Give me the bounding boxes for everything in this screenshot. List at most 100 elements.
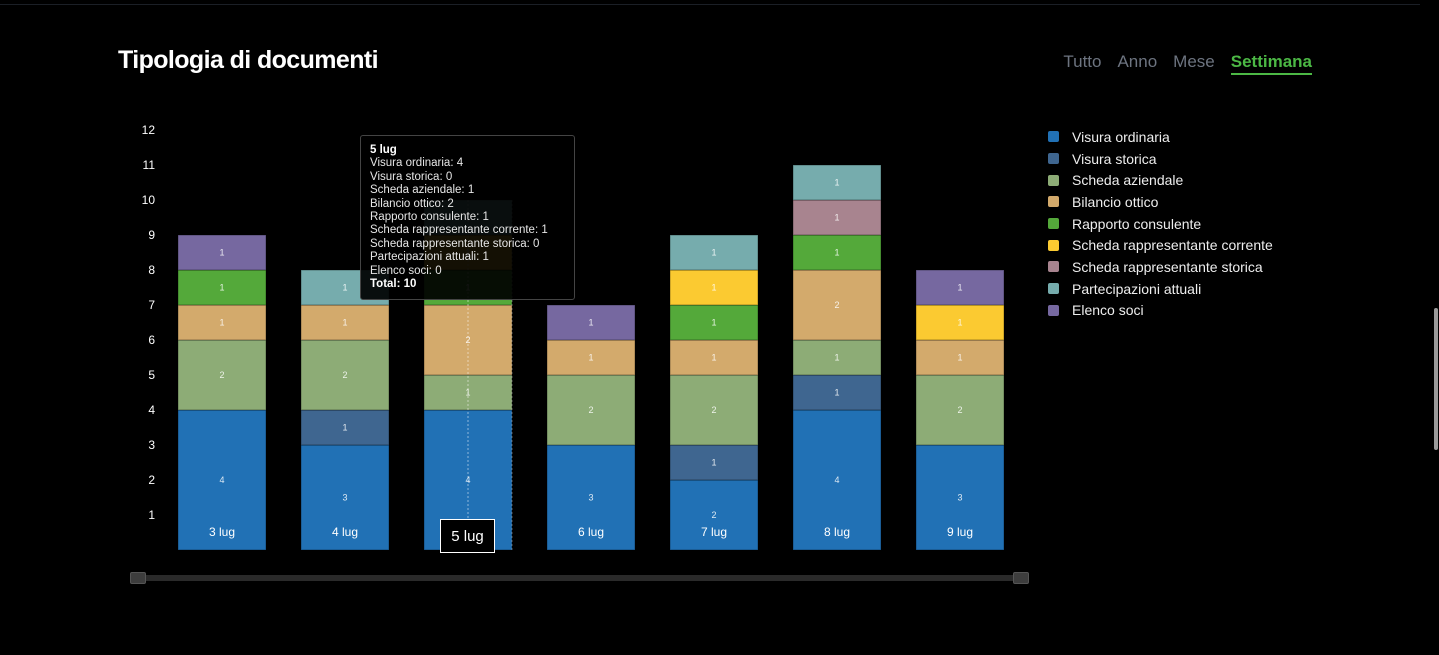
legend-item[interactable]: Partecipazioni attuali bbox=[1048, 278, 1273, 300]
bar-data-label: 2 bbox=[588, 405, 593, 415]
bar-segment bbox=[300, 409, 390, 446]
y-tick-label: 2 bbox=[148, 473, 155, 487]
x-tick-label: 6 lug bbox=[578, 525, 604, 539]
bar-segment bbox=[546, 444, 636, 551]
bar-segment bbox=[915, 269, 1005, 306]
bar-data-label: 1 bbox=[342, 318, 347, 328]
legend-item[interactable]: Bilancio ottico bbox=[1048, 191, 1273, 213]
bar-segment bbox=[669, 374, 759, 446]
x-tick-label: 4 lug bbox=[332, 525, 358, 539]
tab-tutto[interactable]: Tutto bbox=[1063, 52, 1102, 71]
tab-anno[interactable]: Anno bbox=[1117, 52, 1158, 71]
bar-segment bbox=[792, 234, 882, 271]
legend-item[interactable]: Rapporto consulente bbox=[1048, 213, 1273, 235]
legend-item[interactable]: Visura storica bbox=[1048, 148, 1273, 170]
bar-data-label: 4 bbox=[834, 475, 839, 485]
y-tick-label: 11 bbox=[143, 158, 156, 172]
tab-settimana[interactable]: Settimana bbox=[1230, 52, 1312, 75]
bar-data-label: 1 bbox=[834, 248, 839, 258]
bar-segment bbox=[915, 374, 1005, 446]
y-tick-label: 1 bbox=[148, 508, 155, 522]
bar-segment bbox=[669, 269, 759, 306]
bar-data-label: 1 bbox=[957, 283, 962, 293]
legend-swatch bbox=[1048, 261, 1059, 273]
page-scrollbar[interactable] bbox=[1434, 308, 1438, 450]
legend-label: Scheda rappresentante storica bbox=[1072, 258, 1263, 275]
bar-data-label: 1 bbox=[219, 283, 224, 293]
scrollbar-right-handle[interactable] bbox=[1013, 572, 1029, 584]
y-tick-label: 4 bbox=[148, 403, 155, 417]
page-title: Tipologia di documenti bbox=[118, 46, 379, 74]
bar-segment bbox=[546, 339, 636, 376]
bar-data-label: 1 bbox=[711, 248, 716, 258]
scrollbar-left-handle[interactable] bbox=[130, 572, 146, 584]
bar-data-label: 2 bbox=[219, 370, 224, 380]
bar-segment bbox=[792, 199, 882, 236]
bar-data-label: 2 bbox=[957, 405, 962, 415]
legend-label: Rapporto consulente bbox=[1072, 215, 1202, 232]
top-divider bbox=[0, 4, 1420, 5]
bar-segment bbox=[300, 444, 390, 551]
bar-data-label: 3 bbox=[588, 493, 593, 503]
bar-segment bbox=[669, 444, 759, 481]
tab-mese[interactable]: Mese bbox=[1173, 52, 1215, 71]
legend-item[interactable]: Scheda aziendale bbox=[1048, 169, 1273, 191]
legend-swatch bbox=[1048, 283, 1059, 295]
x-tick-label: 3 lug bbox=[209, 525, 235, 539]
bar-segment bbox=[669, 339, 759, 376]
x-tick-label: 8 lug bbox=[824, 525, 850, 539]
bar-data-label: 1 bbox=[588, 353, 593, 363]
legend-item[interactable]: Scheda rappresentante storica bbox=[1048, 256, 1273, 278]
bar-data-label: 1 bbox=[834, 353, 839, 363]
tooltip-line: Visura ordinaria: 4 bbox=[370, 157, 464, 170]
bar-segment bbox=[300, 304, 390, 341]
y-tick-label: 7 bbox=[148, 298, 155, 312]
tooltip-line: Rapporto consulente: 1 bbox=[370, 211, 489, 224]
bar-data-label: 1 bbox=[219, 318, 224, 328]
y-tick-label: 5 bbox=[148, 368, 155, 382]
legend-swatch bbox=[1048, 218, 1059, 230]
bar-segment bbox=[177, 234, 267, 271]
legend-label: Elenco soci bbox=[1072, 302, 1144, 319]
bar-segment bbox=[177, 269, 267, 306]
bar-data-label: 1 bbox=[711, 283, 716, 293]
bar-segment bbox=[792, 374, 882, 411]
period-tabs: Tutto Anno Mese Settimana bbox=[1063, 52, 1312, 75]
y-tick-label: 3 bbox=[148, 438, 155, 452]
chart-scrollbar-track[interactable] bbox=[130, 575, 1028, 581]
legend-item[interactable]: Scheda rappresentante corrente bbox=[1048, 234, 1273, 256]
legend-item[interactable]: Elenco soci bbox=[1048, 300, 1273, 322]
bar-data-label: 1 bbox=[588, 318, 593, 328]
bar-data-label: 3 bbox=[342, 493, 347, 503]
legend-label: Partecipazioni attuali bbox=[1072, 280, 1202, 297]
legend-item[interactable]: Visura ordinaria bbox=[1048, 126, 1273, 148]
y-tick-label: 12 bbox=[142, 123, 156, 137]
tooltip-line: Bilancio ottico: 2 bbox=[370, 197, 454, 210]
bar-data-label: 2 bbox=[711, 405, 716, 415]
bar-segment bbox=[546, 374, 636, 446]
tooltip-line: Scheda rappresentante corrente: 1 bbox=[370, 224, 548, 237]
bar-data-label: 1 bbox=[711, 318, 716, 328]
y-tick-label: 9 bbox=[148, 228, 155, 242]
chart-legend: Visura ordinaria Visura storica Scheda azi… bbox=[1048, 126, 1273, 321]
bar-data-label: 1 bbox=[219, 248, 224, 258]
bar-data-label: 2 bbox=[834, 300, 839, 310]
tooltip-total: Total: 10 bbox=[370, 278, 417, 291]
legend-swatch bbox=[1048, 196, 1059, 208]
bar-segment bbox=[915, 339, 1005, 376]
tooltip-line: Scheda aziendale: 1 bbox=[370, 184, 475, 197]
legend-label: Visura storica bbox=[1072, 150, 1157, 167]
legend-swatch bbox=[1048, 304, 1059, 316]
bar-segment bbox=[177, 339, 267, 411]
y-tick-label: 10 bbox=[142, 193, 156, 207]
x-axis-crosshair-label: 5 lug bbox=[440, 519, 495, 553]
bar-segment bbox=[915, 304, 1005, 341]
bar-data-label: 2 bbox=[342, 370, 347, 380]
x-tick-label: 9 lug bbox=[947, 525, 973, 539]
bar-data-label: 1 bbox=[834, 213, 839, 223]
bar-data-label: 2 bbox=[711, 510, 716, 520]
bar-segment bbox=[546, 304, 636, 341]
tooltip-title: 5 lug bbox=[370, 144, 397, 156]
y-tick-label: 8 bbox=[148, 263, 155, 277]
